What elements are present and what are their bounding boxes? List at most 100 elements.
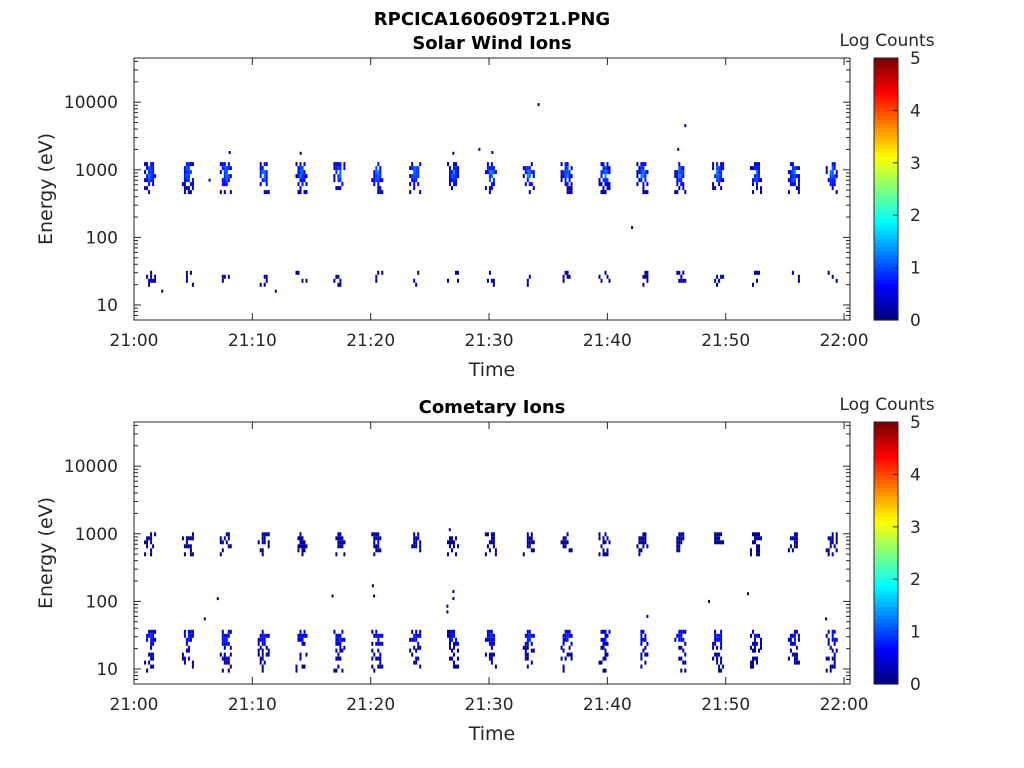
heatmap-cell — [791, 270, 794, 275]
heatmap-cell — [793, 660, 796, 665]
heatmap-cell — [341, 544, 344, 549]
heatmap-cell — [449, 166, 451, 171]
heatmap-cell — [263, 633, 266, 638]
heatmap-cell — [223, 641, 226, 646]
heatmap-cell — [684, 660, 687, 665]
heatmap-cell — [225, 532, 228, 537]
heatmap-cell — [257, 641, 260, 646]
heatmap-cell — [600, 278, 603, 283]
heatmap-cell — [678, 174, 681, 179]
colorbar-segment — [874, 462, 898, 468]
heatmap-cell — [299, 536, 302, 541]
heatmap-cell — [379, 186, 382, 191]
heatmap-cell — [714, 629, 717, 634]
heatmap-cell — [377, 536, 380, 541]
heatmap-cell — [566, 166, 569, 171]
heatmap-cell — [187, 166, 190, 171]
heatmap-cell — [263, 178, 266, 183]
heatmap-cell — [339, 648, 342, 653]
heatmap-cell — [758, 536, 760, 541]
heatmap-cell — [752, 664, 754, 669]
heatmap-cell — [453, 641, 455, 646]
heatmap-cell — [758, 548, 760, 553]
heatmap-cell — [146, 540, 149, 545]
heatmap-cell — [221, 162, 224, 167]
heatmap-cell — [219, 536, 222, 541]
heatmap-cell — [678, 633, 681, 638]
colorbar-segment — [874, 205, 898, 211]
heatmap-cell — [181, 652, 184, 657]
heatmap-cell — [377, 641, 380, 646]
heatmap-cell — [490, 633, 493, 638]
heatmap-cell — [642, 186, 645, 191]
heatmap-cell — [526, 641, 529, 646]
heatmap-cell — [528, 274, 531, 279]
heatmap-cell — [831, 170, 834, 175]
colorbar-segment — [874, 487, 898, 493]
colorbar-segment — [874, 606, 898, 611]
heatmap-cell — [339, 282, 342, 287]
heatmap-cell — [451, 170, 453, 175]
heatmap-cell — [343, 162, 346, 167]
colorbar-segment — [874, 152, 898, 157]
heatmap-cell — [680, 178, 683, 183]
heatmap-cell — [225, 174, 228, 179]
colorbar-segment — [874, 74, 898, 80]
heatmap-cell — [154, 278, 157, 283]
heatmap-cell — [339, 186, 342, 191]
heatmap-cell — [263, 162, 266, 167]
heatmap-cell — [676, 544, 679, 549]
heatmap-cell — [419, 540, 422, 545]
heatmap-cell — [261, 166, 264, 171]
heatmap-cell — [146, 178, 149, 183]
heatmap-cell — [379, 652, 382, 657]
heatmap-cell — [341, 540, 344, 545]
isolated-count-point — [747, 592, 749, 596]
heatmap-cell — [301, 166, 304, 171]
heatmap-cell — [447, 552, 449, 557]
heatmap-cell — [451, 637, 453, 642]
heatmap-cell — [413, 174, 416, 179]
heatmap-cell — [758, 544, 760, 549]
colorbar-segment — [874, 258, 898, 264]
heatmap-cell — [712, 166, 715, 171]
heatmap-cell — [150, 170, 153, 175]
heatmap-cell — [831, 633, 834, 638]
heatmap-cell — [793, 656, 796, 661]
heatmap-cell — [148, 633, 151, 638]
heatmap-cell — [754, 174, 756, 179]
heatmap-cell — [152, 637, 155, 642]
heatmap-cell — [488, 548, 491, 553]
heatmap-cell — [263, 170, 266, 175]
heatmap-cell — [303, 664, 306, 669]
isolated-count-point — [677, 147, 680, 151]
heatmap-cell — [449, 637, 451, 642]
heatmap-cell — [680, 668, 683, 673]
heatmap-cell — [373, 536, 376, 541]
heatmap-cell — [797, 633, 800, 638]
heatmap-cell — [181, 656, 184, 661]
heatmap-cell — [560, 170, 563, 175]
heatmap-cell — [411, 629, 414, 634]
heatmap-cell — [524, 652, 527, 657]
heatmap-cell — [646, 278, 649, 283]
heatmap-cell — [261, 170, 264, 175]
heatmap-cell — [337, 656, 340, 661]
heatmap-cell — [337, 162, 340, 167]
x-tick-label: 21:40 — [583, 331, 632, 351]
heatmap-cell — [718, 170, 721, 175]
heatmap-cell — [644, 645, 647, 650]
colorbar-segment — [874, 532, 898, 538]
colorbar-tick-label: 4 — [910, 465, 921, 485]
heatmap-cell — [680, 536, 683, 541]
colorbar-tick-label: 2 — [910, 570, 921, 590]
heatmap-cell — [227, 536, 230, 541]
heatmap-cell — [299, 162, 302, 167]
heatmap-cell — [570, 633, 573, 638]
heatmap-cell — [760, 186, 762, 191]
heatmap-cell — [797, 190, 800, 195]
axes-frame — [133, 421, 851, 685]
heatmap-cell — [676, 178, 679, 183]
heatmap-cell — [225, 633, 228, 638]
colorbar-segment — [874, 135, 898, 141]
